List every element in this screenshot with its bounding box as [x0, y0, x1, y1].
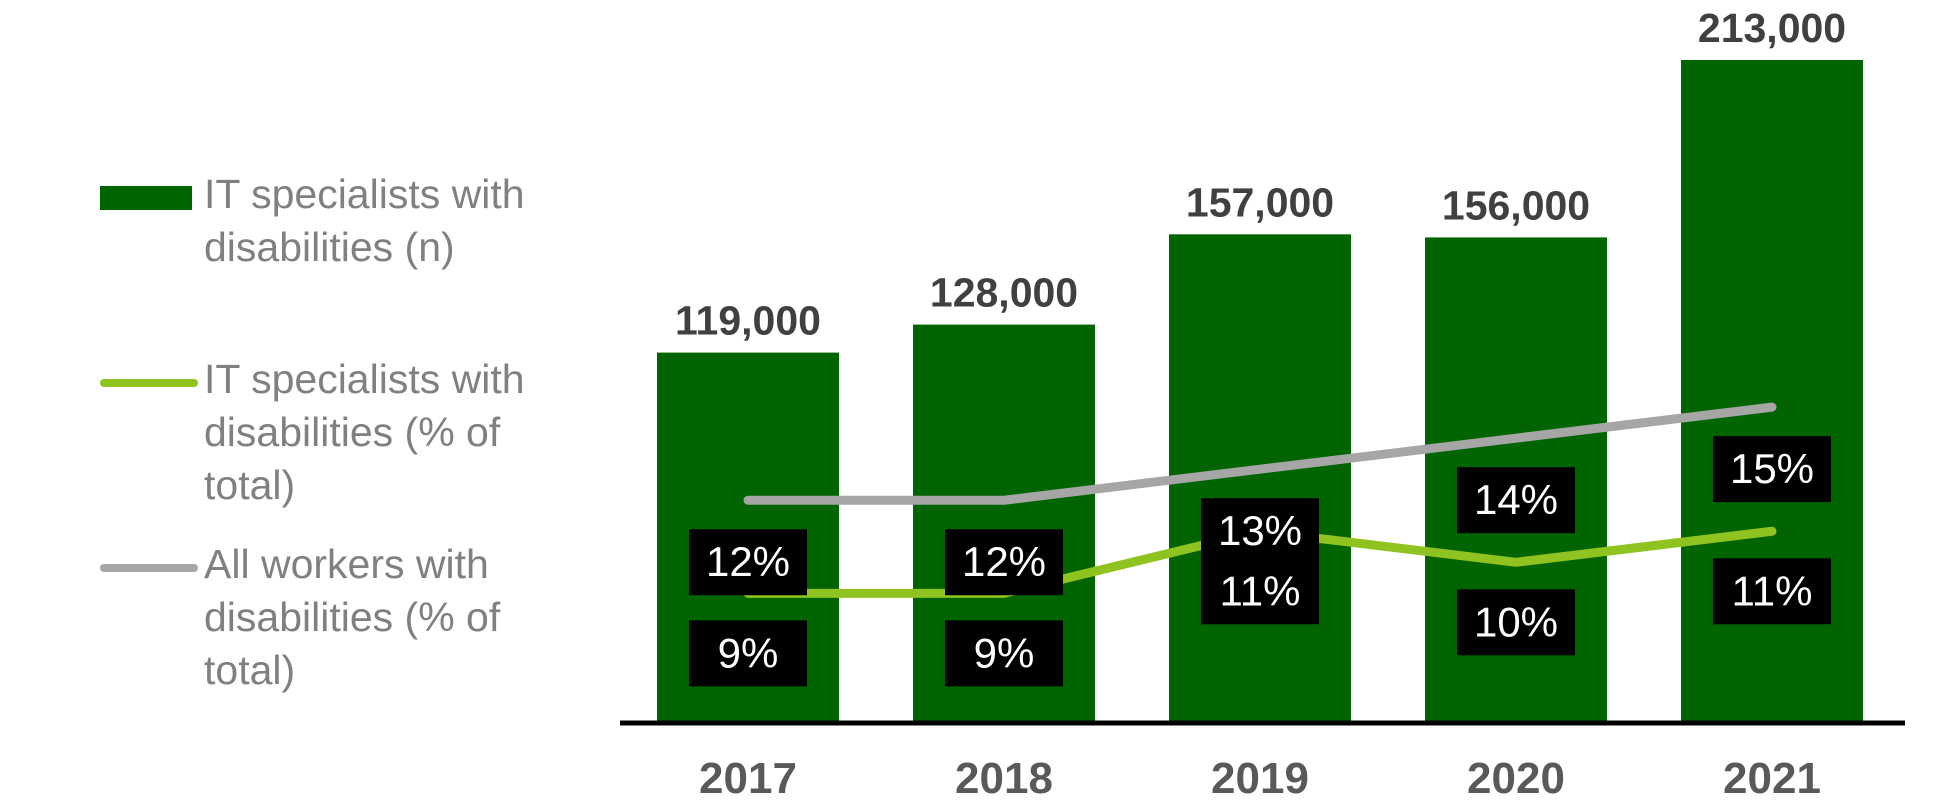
legend-item-it-specialists-share: IT specialists with disabilities (% of t…	[100, 353, 580, 508]
it-specialists-share-label-box	[689, 620, 807, 687]
legend-swatch-line	[100, 564, 198, 572]
all-workers-share-label-box	[945, 529, 1063, 596]
all-workers-share-label-box	[1713, 436, 1831, 503]
it-specialists-share-label-box	[945, 620, 1063, 687]
legend-item-it-specialists-count: IT specialists with disabilities (n)	[100, 168, 580, 308]
legend-label: IT specialists with disabilities (% of t…	[204, 356, 525, 508]
it-specialists-share-label: 9%	[718, 629, 779, 676]
legend-label: IT specialists with disabilities (n)	[204, 171, 525, 270]
legend-item-all-workers-share: All workers with disabilities (% of tota…	[100, 538, 580, 693]
it-specialists-share-label-box	[1457, 589, 1575, 656]
bar-value-label: 119,000	[675, 298, 821, 344]
it-specialists-share-label-box	[1201, 558, 1319, 625]
legend: IT specialists with disabilities (n) IT …	[100, 168, 580, 693]
it-specialists-share-label: 9%	[974, 629, 1035, 676]
all-workers-share-label: 14%	[1474, 476, 1558, 523]
x-tick-label: 2017	[699, 754, 797, 802]
all-workers-share-label: 12%	[706, 538, 790, 585]
line-all-workers-share	[743, 402, 1777, 505]
all-workers-share-label: 13%	[1218, 507, 1302, 554]
bar-value-label: 128,000	[930, 270, 1078, 316]
bar-value-label: 213,000	[1698, 5, 1846, 51]
it-specialists-share-label: 11%	[1220, 567, 1301, 614]
x-tick-label: 2020	[1467, 754, 1565, 802]
x-tick-label: 2021	[1723, 754, 1821, 802]
all-workers-share-label: 15%	[1730, 445, 1814, 492]
all-workers-share-label-box	[1457, 467, 1575, 534]
it-specialists-share-label: 10%	[1474, 598, 1558, 645]
legend-swatch-bar	[100, 186, 192, 210]
x-tick-label: 2019	[1211, 754, 1309, 802]
legend-label: All workers with disabilities (% of tota…	[204, 541, 501, 693]
all-workers-share-label-box	[1201, 498, 1319, 565]
x-tick-label: 2018	[955, 754, 1053, 802]
legend-swatch-line	[100, 379, 198, 387]
it-specialists-share-label: 11%	[1732, 567, 1813, 614]
all-workers-share-label-box	[689, 529, 807, 596]
bar-value-label: 156,000	[1442, 182, 1590, 228]
it-specialists-share-label-box	[1713, 558, 1831, 625]
all-workers-share-label: 12%	[962, 538, 1046, 585]
bar-value-label: 157,000	[1186, 179, 1334, 225]
